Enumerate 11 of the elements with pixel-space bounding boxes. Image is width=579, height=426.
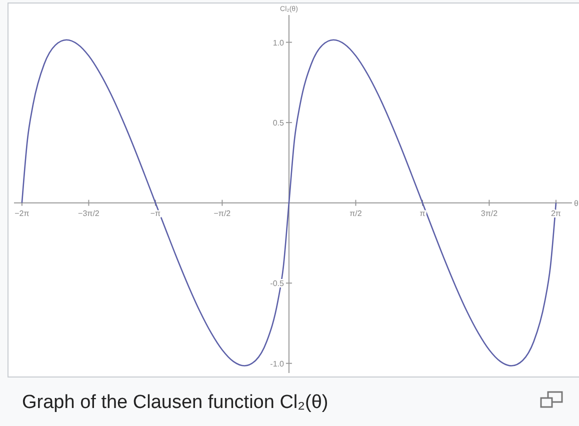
x-axis-title: θ <box>574 198 579 208</box>
y-tick-label: -1.0 <box>270 359 284 368</box>
y-tick-label: 1.0 <box>272 38 285 48</box>
y-tick-label: 0.5 <box>272 118 285 128</box>
x-tick-label: 3π/2 <box>480 208 498 218</box>
x-tick-label: π/2 <box>350 208 362 218</box>
x-tick-label: −π/2 <box>214 208 232 218</box>
x-tick-label: −2π <box>14 208 30 218</box>
text: Graph of the Clausen function Cl₂(θ) <box>22 392 328 413</box>
x-tick-label: π <box>420 208 426 218</box>
x-tick-label: −3π/2 <box>78 208 100 218</box>
